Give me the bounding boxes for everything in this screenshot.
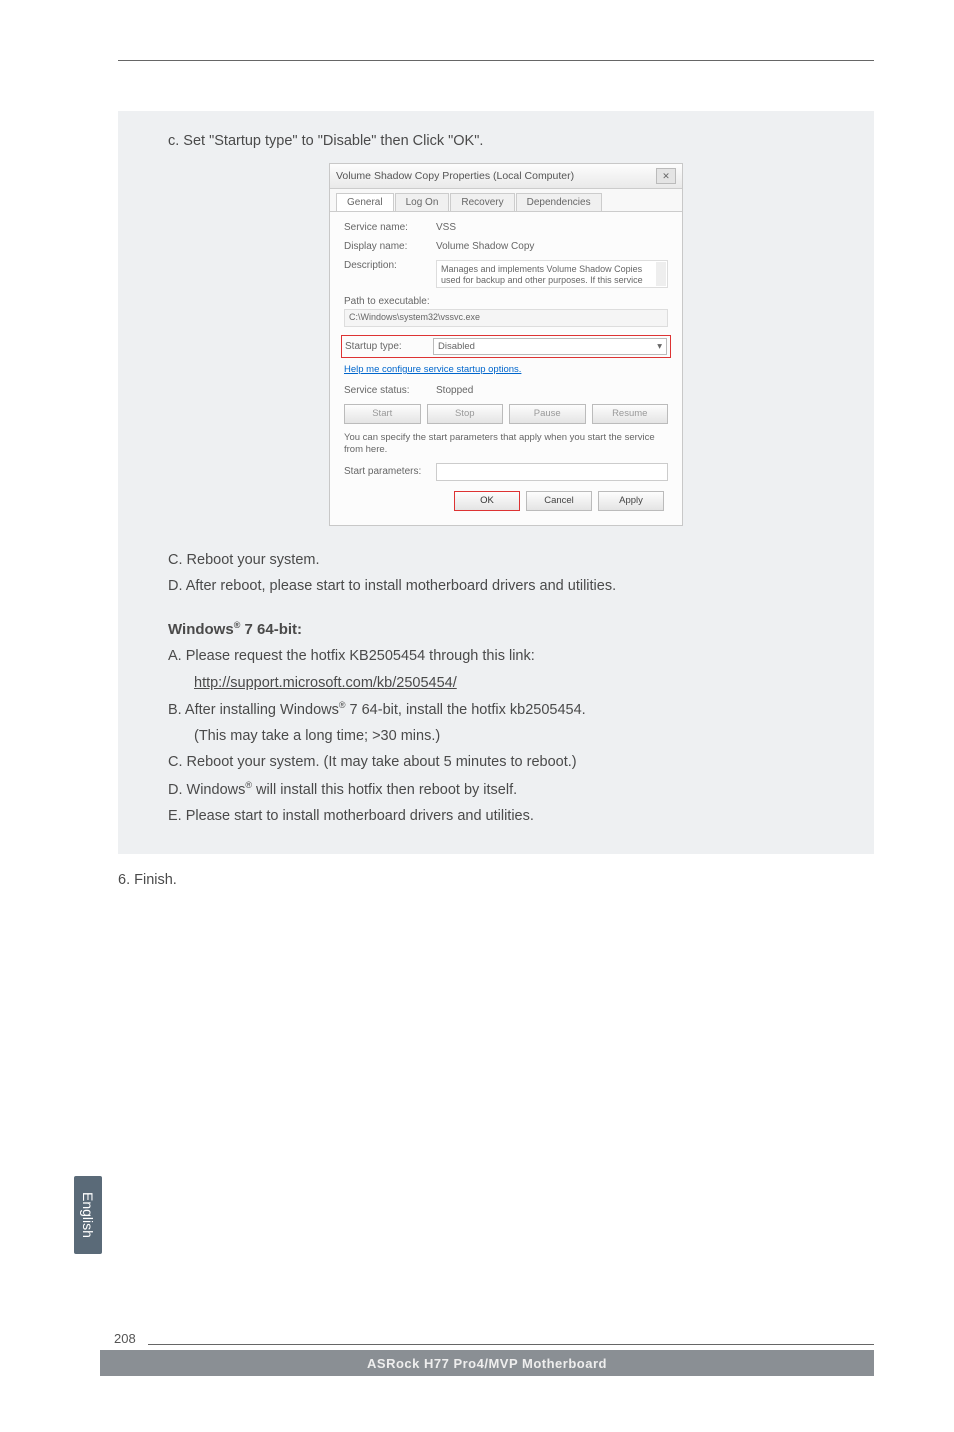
close-icon[interactable]: ✕ [656,168,676,184]
tab-general[interactable]: General [336,193,394,211]
step-d-windows-install: D. Windows® will install this hotfix the… [168,779,844,800]
resume-button[interactable]: Resume [592,404,669,424]
display-name: Volume Shadow Copy [436,241,668,252]
service-status-label: Service status: [344,385,436,396]
scrollbar[interactable] [656,262,666,286]
display-name-label: Display name: [344,241,436,252]
chevron-down-icon: ▾ [657,341,662,352]
language-tab: English [74,1176,102,1254]
startup-type-value: Disabled [438,341,475,352]
service-status: Stopped [436,385,668,396]
path-label: Path to executable: [344,296,668,307]
footer-product: ASRock H77 Pro4/MVP Motherboard [367,1356,607,1371]
step-e-install-drivers: E. Please start to install motherboard d… [168,806,844,826]
windows7-64bit-heading: Windows® 7 64-bit: [168,620,844,638]
help-link[interactable]: Help me configure service startup option… [344,364,668,375]
service-name-label: Service name: [344,222,436,233]
startup-type-label: Startup type: [345,341,433,352]
start-params-input[interactable] [436,463,668,481]
path-value: C:\Windows\system32\vssvc.exe [344,309,668,327]
step-c-set-startup: c. Set "Startup type" to "Disable" then … [168,133,844,149]
step-b-note: (This may take a long time; >30 mins.) [168,726,844,746]
step-d-after-reboot: D. After reboot, please start to install… [168,576,844,596]
tab-dependencies[interactable]: Dependencies [516,193,602,211]
tab-recovery[interactable]: Recovery [450,193,514,211]
step-c-reboot2: C. Reboot your system. (It may take abou… [168,752,844,772]
start-button[interactable]: Start [344,404,421,424]
stop-button[interactable]: Stop [427,404,504,424]
description-label: Description: [344,260,436,288]
description-text: Manages and implements Volume Shadow Cop… [441,264,643,285]
step-c-reboot: C. Reboot your system. [168,550,844,570]
start-params-label: Start parameters: [344,466,436,477]
step-a-request-hotfix: A. Please request the hotfix KB2505454 t… [168,646,844,666]
ok-button[interactable]: OK [454,491,520,511]
dialog-title: Volume Shadow Copy Properties (Local Com… [336,170,656,182]
cancel-button[interactable]: Cancel [526,491,592,511]
hotfix-link[interactable]: http://support.microsoft.com/kb/2505454/ [194,675,457,691]
vss-properties-dialog: Volume Shadow Copy Properties (Local Com… [329,163,683,526]
start-params-hint: You can specify the start parameters tha… [344,432,668,457]
pause-button[interactable]: Pause [509,404,586,424]
step-b-install: B. After installing Windows® 7 64-bit, i… [168,699,844,720]
service-name: VSS [436,222,668,233]
apply-button[interactable]: Apply [598,491,664,511]
dialog-tabs: General Log On Recovery Dependencies [330,189,682,212]
step-6-finish: 6. Finish. [118,872,874,888]
startup-type-dropdown[interactable]: Disabled ▾ [433,338,667,355]
tab-logon[interactable]: Log On [395,193,450,211]
